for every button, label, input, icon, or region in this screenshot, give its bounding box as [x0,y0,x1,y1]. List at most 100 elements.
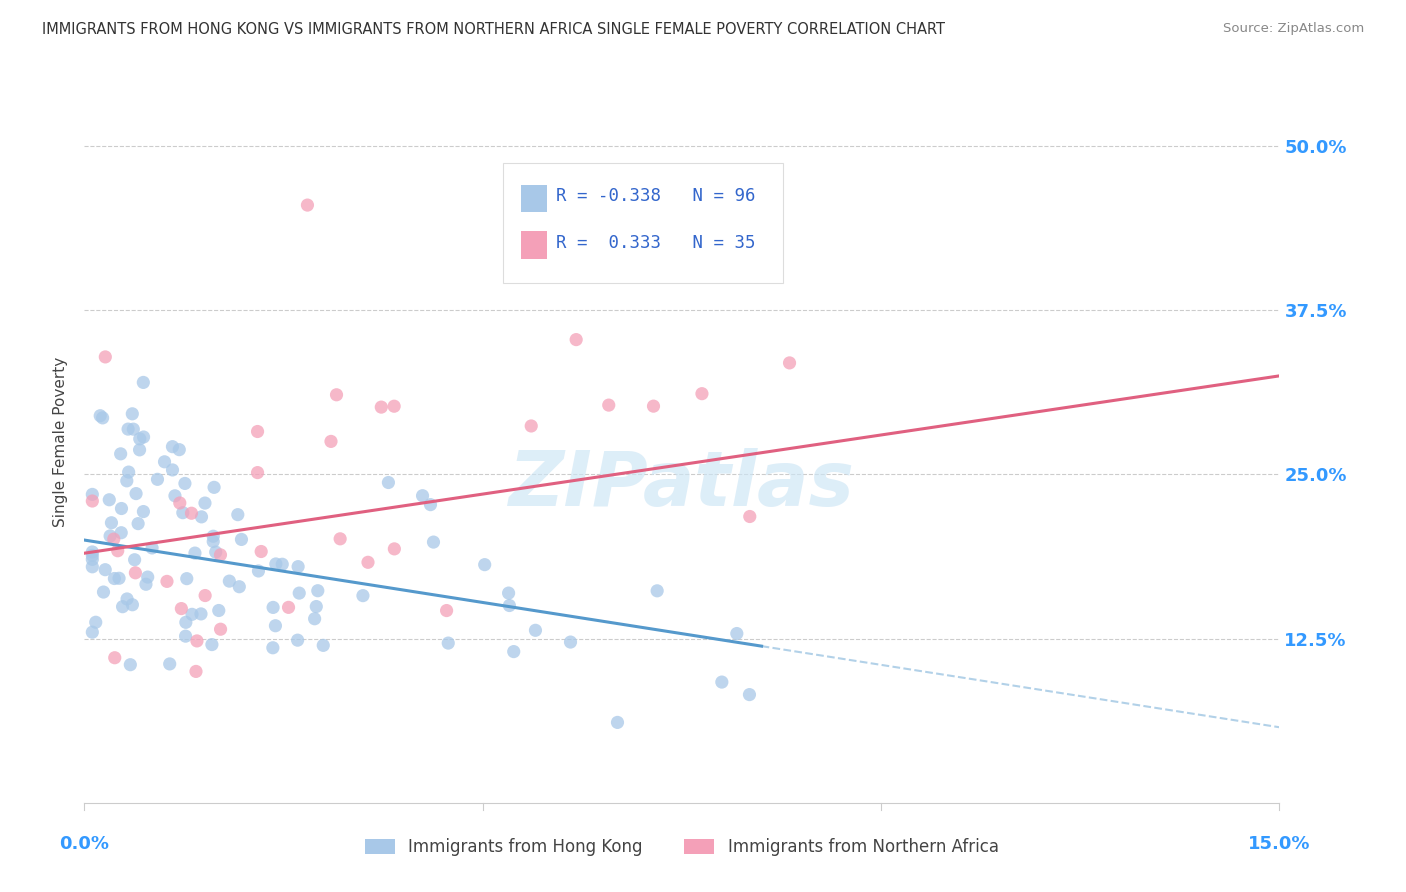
Point [141,541,163,555]
Point [437,636,460,650]
Point [128,442,150,457]
Point [98,529,121,543]
Point [163,489,186,503]
Point [124,566,146,580]
Point [209,548,232,562]
Point [329,532,352,546]
Point [82,559,104,574]
Point [162,463,184,477]
Point [98,492,121,507]
Point [125,486,148,500]
Point [194,589,217,603]
Point [110,501,132,516]
Point [94,350,117,364]
Text: IMMIGRANTS FROM HONG KONG VS IMMIGRANTS FROM NORTHERN AFRICA SINGLE FEMALE POVER: IMMIGRANTS FROM HONG KONG VS IMMIGRANTS … [42,22,945,37]
Text: R = -0.338   N = 96: R = -0.338 N = 96 [557,187,756,205]
Point [247,564,270,578]
Point [89,409,111,423]
Point [382,399,405,413]
Point [82,545,104,559]
Point [204,545,226,559]
Point [82,487,104,501]
Point [208,603,231,617]
Point [262,600,284,615]
Point [307,583,329,598]
Point [474,558,496,572]
Point [264,619,287,633]
Point [174,615,197,630]
FancyBboxPatch shape [520,231,547,259]
Point [312,639,335,653]
Point [115,474,138,488]
Point [174,476,197,491]
Point [136,570,159,584]
Point [122,422,145,436]
Point [159,657,181,671]
Point [643,399,665,413]
Point [297,198,319,212]
Point [82,549,104,563]
Point [304,612,326,626]
Point [110,525,132,540]
Point [357,555,380,569]
Point [738,688,761,702]
Point [288,586,311,600]
Point [436,603,458,617]
Point [135,577,157,591]
Point [305,599,328,614]
Point [202,529,225,543]
Point [121,598,143,612]
Point [524,624,547,638]
Point [565,333,588,347]
Point [498,586,520,600]
Point [118,465,141,479]
Point [325,388,347,402]
Point [117,422,139,436]
Point [132,430,155,444]
Point [598,398,620,412]
Point [690,386,713,401]
FancyBboxPatch shape [503,163,783,283]
Point [202,480,225,494]
Point [127,516,149,531]
Point [153,455,176,469]
Point [779,356,801,370]
Point [107,543,129,558]
Point [412,489,434,503]
Point [132,376,155,390]
Point [287,633,309,648]
Point [93,585,115,599]
Point [156,574,179,589]
Text: 15.0%: 15.0% [1249,835,1310,854]
Point [104,650,127,665]
Point [184,665,207,679]
Point [422,535,444,549]
Point [170,601,193,615]
Point [231,533,253,547]
Point [110,447,132,461]
Point [94,563,117,577]
Point [377,475,399,490]
Point [169,496,191,510]
Y-axis label: Single Female Poverty: Single Female Poverty [53,357,69,526]
Legend: Immigrants from Hong Kong, Immigrants from Northern Africa: Immigrants from Hong Kong, Immigrants fr… [359,831,1005,863]
Point [218,574,240,588]
Point [228,580,250,594]
Point [184,546,207,560]
Point [194,496,217,510]
Text: ZIPatlas: ZIPatlas [509,448,855,522]
Point [645,583,668,598]
Point [277,600,299,615]
Point [180,506,202,520]
Text: Source: ZipAtlas.com: Source: ZipAtlas.com [1223,22,1364,36]
Point [169,442,191,457]
Point [498,599,520,613]
Point [115,591,138,606]
Point [710,675,733,690]
Point [162,440,184,454]
Point [190,607,212,621]
Point [246,466,269,480]
Point [725,626,748,640]
Point [370,400,392,414]
Point [419,498,441,512]
